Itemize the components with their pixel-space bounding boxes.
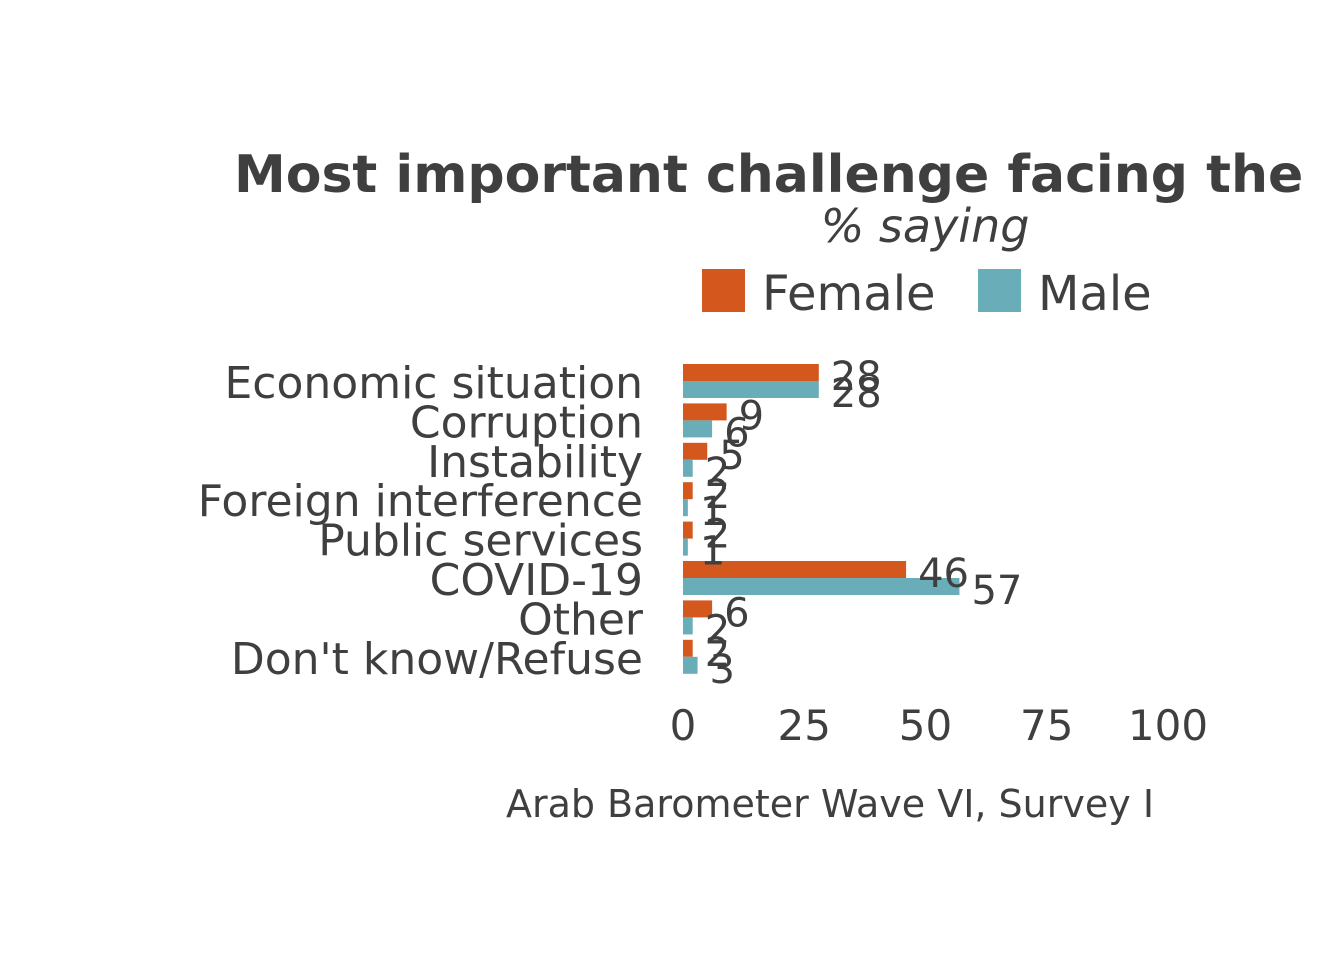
data-label-male: 2: [705, 607, 730, 653]
bar-male: [683, 617, 693, 635]
legend: Female Male: [702, 266, 1152, 322]
category-label: Economic situation: [224, 358, 643, 409]
x-tick-label: 75: [1020, 701, 1073, 750]
data-label-male: 3: [710, 647, 735, 693]
data-label-male: 28: [831, 371, 882, 417]
bar-male: [683, 381, 819, 398]
data-label-male: 1: [700, 489, 725, 535]
category-labels: Economic situationCorruptionInstabilityF…: [198, 358, 644, 685]
bar-male: [683, 538, 688, 556]
data-label-male: 57: [971, 568, 1022, 614]
data-label-female: 2: [705, 630, 730, 676]
x-axis-ticks: 0 25 50 75 100: [670, 701, 1208, 750]
x-tick-label: 0: [670, 701, 697, 750]
legend-label-male: Male: [1038, 266, 1152, 322]
bar-female: [683, 561, 907, 578]
data-label-female: 5: [719, 433, 744, 479]
x-tick-label: 50: [899, 701, 952, 750]
data-label-female: 28: [831, 354, 882, 400]
legend-swatch-female: [702, 269, 745, 312]
data-label-female: 46: [918, 551, 969, 597]
data-label-female: 2: [705, 472, 730, 518]
bar-female: [683, 403, 727, 421]
x-tick-label: 25: [778, 701, 831, 750]
bar-female: [683, 442, 708, 460]
category-label: Other: [518, 594, 644, 645]
category-label: Foreign interference: [198, 476, 643, 527]
bars: [683, 364, 960, 674]
data-label-male: 2: [705, 450, 730, 496]
chart-title: Most important challenge facing the: [234, 145, 1303, 205]
bar-female: [683, 521, 693, 539]
bar-male: [683, 459, 693, 477]
bar-male: [683, 656, 698, 674]
data-label-female: 2: [705, 512, 730, 558]
bar-female: [683, 482, 693, 500]
category-label: Instability: [427, 437, 643, 488]
bar-female: [683, 364, 819, 381]
bar-female: [683, 600, 713, 618]
data-label-male: 6: [724, 410, 749, 456]
legend-label-female: Female: [762, 266, 936, 322]
chart-subtitle: % saying: [821, 199, 1030, 253]
bar-male: [683, 420, 713, 438]
data-label-male: 1: [700, 529, 725, 575]
bar-male: [683, 578, 960, 595]
category-label: Public services: [318, 516, 643, 567]
category-label: Don't know/Refuse: [231, 634, 643, 685]
bar-male: [683, 499, 688, 517]
category-label: Corruption: [410, 397, 643, 448]
chart-caption: Arab Barometer Wave VI, Survey I: [506, 782, 1154, 826]
legend-swatch-male: [978, 269, 1021, 312]
category-label: COVID-19: [430, 555, 643, 606]
data-label-female: 6: [724, 590, 749, 636]
data-label-female: 9: [739, 393, 764, 439]
x-tick-label: 100: [1128, 701, 1208, 750]
bar-female: [683, 639, 693, 657]
